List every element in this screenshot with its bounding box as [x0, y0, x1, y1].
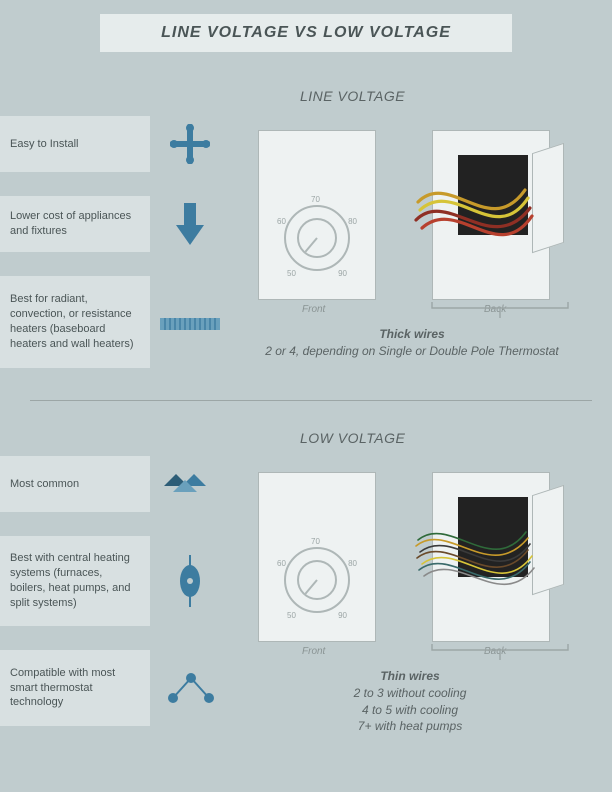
houses-icon [150, 450, 220, 510]
feature-text: Compatible with most smart thermostat te… [10, 666, 140, 711]
dial-knob [297, 560, 337, 600]
dial-tick-80: 80 [348, 217, 357, 226]
dial-pointer [305, 579, 318, 594]
dial-tick-50: 50 [287, 611, 296, 620]
hub-icon [155, 546, 225, 616]
feature-text: Easy to Install [10, 137, 78, 152]
arrow-down-icon [155, 196, 225, 252]
network-icon [155, 656, 225, 720]
page-title: LINE VOLTAGE VS LOW VOLTAGE [161, 24, 451, 42]
dial-tick-70: 70 [311, 195, 320, 204]
dial-tick-60: 60 [277, 217, 286, 226]
thin-wires-icon [400, 492, 570, 602]
line-voltage-heading: LINE VOLTAGE [300, 88, 405, 104]
dial-tick-90: 90 [338, 269, 347, 278]
feature-central-heating: Best with central heating systems (furna… [0, 536, 150, 626]
caption-text: 2 or 4, depending on Single or Double Po… [265, 344, 559, 358]
caption-bold: Thick wires [379, 327, 444, 341]
caption-line-2: 4 to 5 with cooling [362, 703, 458, 717]
bracket-line-voltage [430, 300, 570, 324]
caption-line-3: 7+ with heat pumps [358, 719, 462, 733]
dial-tick-70: 70 [311, 537, 320, 546]
title-banner: LINE VOLTAGE VS LOW VOLTAGE [100, 14, 512, 52]
dial-knob [297, 218, 337, 258]
feature-radiant-heaters: Best for radiant, convection, or resista… [0, 276, 150, 368]
low-voltage-caption: Thin wires 2 to 3 without cooling 4 to 5… [260, 668, 560, 735]
bracket-low-voltage [430, 642, 570, 666]
thermostat-dial [284, 547, 350, 613]
front-label-low: Front [302, 646, 325, 657]
dial-tick-80: 80 [348, 559, 357, 568]
line-voltage-caption: Thick wires 2 or 4, depending on Single … [232, 326, 592, 360]
low-voltage-front-thermostat: 70 60 80 50 90 [258, 472, 376, 642]
thick-wires-icon [400, 150, 570, 260]
feature-lower-cost: Lower cost of appliances and fixtures [0, 196, 150, 252]
dial-tick-50: 50 [287, 269, 296, 278]
feature-smart-thermostat: Compatible with most smart thermostat te… [0, 650, 150, 726]
feature-text: Lower cost of appliances and fixtures [10, 209, 140, 239]
wrench-cross-icon [155, 116, 225, 172]
caption-line-1: 2 to 3 without cooling [354, 686, 467, 700]
baseboard-heater-icon [155, 300, 225, 348]
feature-text: Best with central heating systems (furna… [10, 551, 140, 610]
feature-easy-install: Easy to Install [0, 116, 150, 172]
divider [30, 400, 592, 401]
thermostat-dial [284, 205, 350, 271]
dial-tick-60: 60 [277, 559, 286, 568]
dial-pointer [305, 237, 318, 252]
dial-tick-90: 90 [338, 611, 347, 620]
front-label-line: Front [302, 304, 325, 315]
feature-text: Most common [10, 477, 79, 492]
feature-text: Best for radiant, convection, or resista… [10, 292, 140, 351]
feature-most-common: Most common [0, 456, 150, 512]
low-voltage-heading: LOW VOLTAGE [300, 430, 405, 446]
caption-bold: Thin wires [380, 669, 439, 683]
line-voltage-front-thermostat: 70 60 80 50 90 [258, 130, 376, 300]
